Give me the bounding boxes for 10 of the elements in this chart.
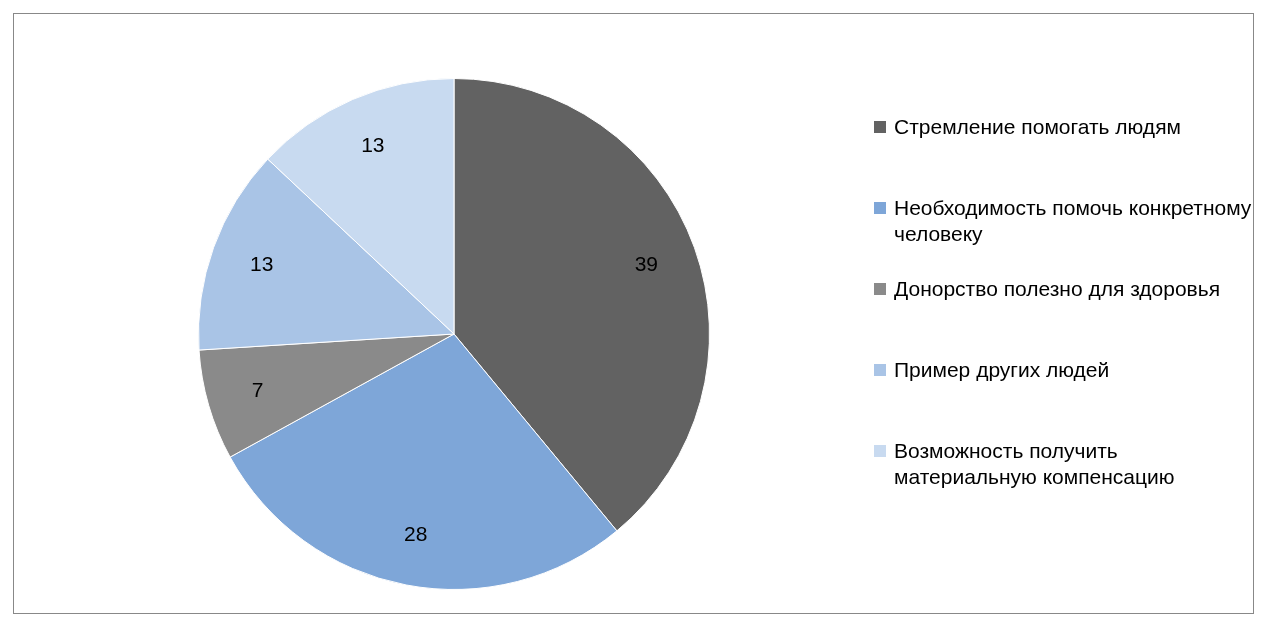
data-label: 13 (361, 133, 385, 157)
data-label: 7 (251, 377, 264, 401)
legend-label: Стремление помогать людям (894, 114, 1181, 140)
legend-label: Донорство полезно для здоровья (894, 276, 1221, 302)
legend-label: Возможность получить материальную компенсацию (894, 438, 1176, 490)
data-label: 39 (634, 251, 658, 275)
data-label: 13 (250, 251, 274, 275)
legend-label: Пример других людей (894, 357, 1110, 383)
legend-label: Необходимость помочь конкретному человеку (894, 195, 1253, 247)
data-label: 28 (404, 521, 428, 545)
